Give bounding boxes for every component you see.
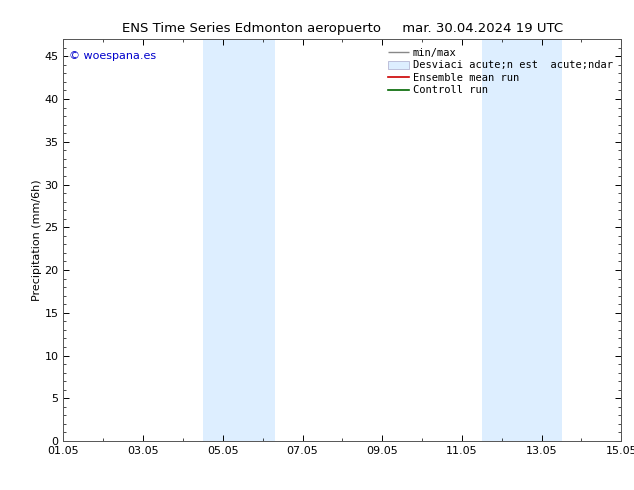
Title: ENS Time Series Edmonton aeropuerto     mar. 30.04.2024 19 UTC: ENS Time Series Edmonton aeropuerto mar.… (122, 22, 563, 35)
Y-axis label: Precipitation (mm/6h): Precipitation (mm/6h) (32, 179, 42, 301)
Bar (482, 39, 562, 441)
Bar (203, 39, 275, 441)
Text: © woespana.es: © woespana.es (69, 51, 156, 61)
Legend: min/max, Desviaci acute;n est  acute;ndar, Ensemble mean run, Controll run: min/max, Desviaci acute;n est acute;ndar… (385, 45, 616, 98)
